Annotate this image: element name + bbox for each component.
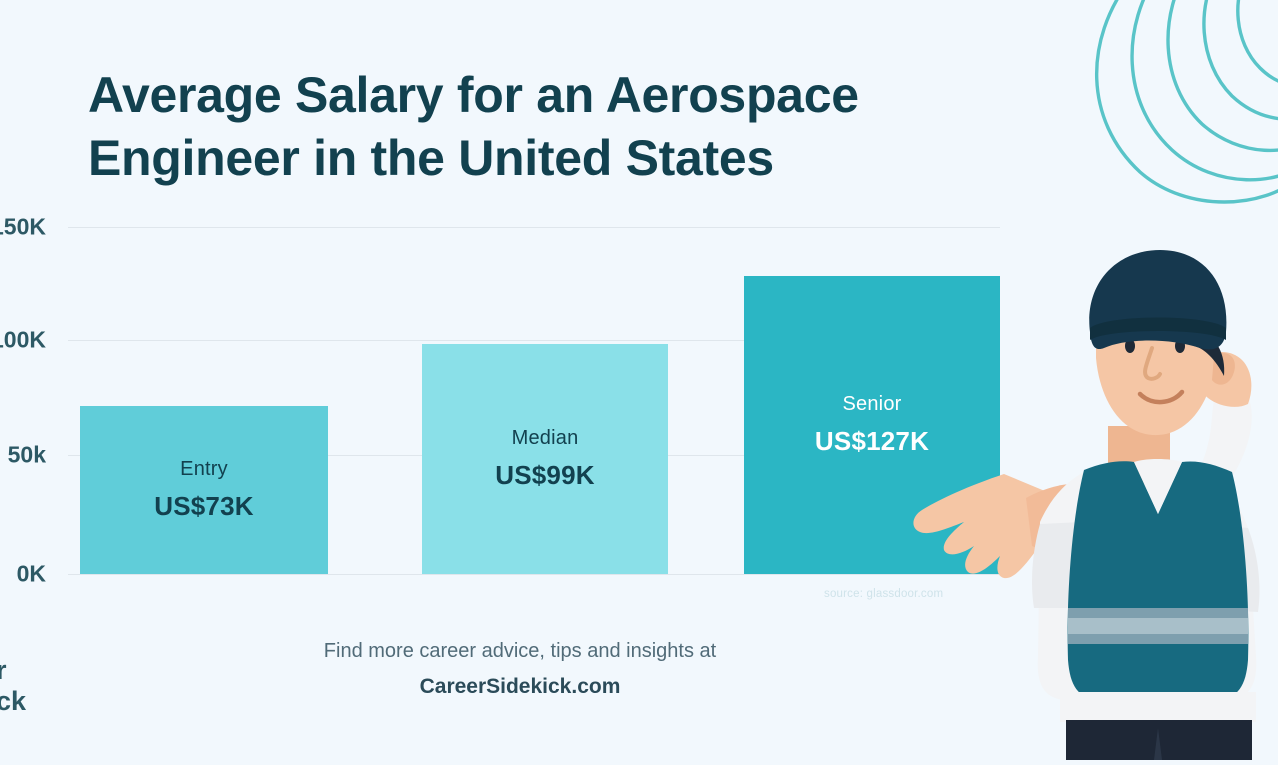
y-axis-label-0k: 0K (16, 560, 46, 587)
title-line-2: Engineer in the United States (88, 130, 774, 186)
gridline-100k (68, 340, 1000, 341)
y-axis-label-150k: 150K (0, 213, 46, 240)
footer-line-1: Find more career advice, tips and insigh… (323, 640, 717, 662)
gridline-150k (68, 227, 1000, 228)
y-axis-label-50k: 50k (7, 441, 46, 468)
footer-brand: CareerSidekick.com (419, 675, 621, 698)
brand-logo-crop-line-2: ck (0, 686, 27, 717)
bar-senior-value: US$127K (814, 426, 930, 456)
engineer-character-icon (908, 236, 1278, 760)
y-axis-label-100k: 100K (0, 326, 46, 353)
brand-logo-crop: r ck (0, 655, 26, 717)
bar-senior-role: Senior (842, 393, 902, 415)
bar-entry-role: Entry (180, 458, 228, 480)
bar-median-role: Median (511, 427, 579, 449)
brand-logo-crop-line-1: r (0, 655, 7, 685)
page-title: Average Salary for an Aerospace Engineer… (88, 64, 988, 190)
decorative-swirl-icon (1048, 0, 1278, 205)
bar-entry[interactable]: Entry US$73K (80, 406, 328, 574)
source-note: source: glassdoor.com (824, 588, 944, 600)
bar-median-value: US$99K (495, 460, 595, 490)
title-line-1: Average Salary for an Aerospace (88, 67, 859, 123)
footer: Find more career advice, tips and insigh… (0, 640, 1040, 699)
bar-entry-value: US$73K (154, 491, 254, 521)
gridline-0k (68, 574, 1000, 575)
bar-median[interactable]: Median US$99K (422, 344, 668, 574)
bar-chart: 150K 100K 50k 0K Entry US$73K Median US$… (0, 196, 1010, 587)
